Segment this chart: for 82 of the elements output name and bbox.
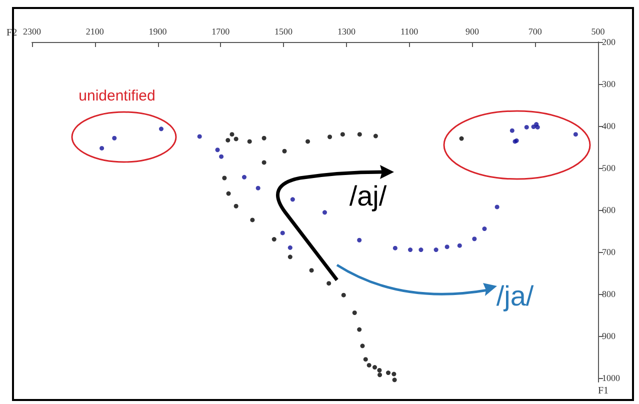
point bbox=[306, 139, 310, 144]
x-tick-label: 900 bbox=[465, 26, 480, 36]
x-tick-label: 700 bbox=[528, 26, 542, 36]
point bbox=[197, 134, 202, 139]
point bbox=[366, 362, 372, 368]
point bbox=[326, 281, 332, 286]
point bbox=[392, 246, 398, 250]
x-tick-label: 1700 bbox=[212, 26, 230, 36]
point bbox=[226, 191, 231, 196]
point bbox=[357, 132, 362, 137]
point bbox=[378, 372, 382, 378]
point bbox=[328, 134, 332, 140]
point bbox=[272, 237, 276, 242]
point bbox=[341, 292, 346, 298]
point bbox=[215, 148, 220, 152]
point bbox=[290, 197, 295, 202]
point bbox=[262, 160, 266, 165]
y-tick-label: 900 bbox=[602, 330, 616, 341]
point bbox=[247, 139, 252, 144]
point bbox=[434, 248, 438, 252]
point bbox=[386, 370, 391, 376]
x-tick-label: 1500 bbox=[274, 26, 294, 36]
y-tick-label: 700 bbox=[602, 246, 616, 257]
point bbox=[524, 124, 529, 130]
point bbox=[357, 327, 362, 332]
x-tick-label: 2100 bbox=[86, 26, 104, 36]
point bbox=[373, 134, 378, 138]
y-tick-label: 400 bbox=[602, 120, 616, 131]
annotation: unidentified bbox=[78, 88, 156, 104]
point bbox=[360, 344, 365, 348]
x-tick-label: 2300 bbox=[23, 26, 42, 36]
point bbox=[392, 372, 396, 376]
annotation: /aj/ bbox=[349, 180, 387, 212]
x-tick-label: 1900 bbox=[148, 26, 168, 36]
point bbox=[352, 310, 357, 315]
point bbox=[357, 238, 362, 242]
point bbox=[288, 245, 292, 250]
point bbox=[219, 154, 224, 159]
y-tick-label: 200 bbox=[602, 37, 616, 47]
point bbox=[535, 124, 540, 130]
point bbox=[459, 136, 464, 141]
point bbox=[363, 357, 368, 362]
point bbox=[573, 132, 578, 137]
point bbox=[494, 204, 500, 210]
x-tick-label: 500 bbox=[591, 26, 606, 36]
point bbox=[322, 210, 327, 215]
point bbox=[158, 126, 164, 132]
point bbox=[510, 128, 514, 133]
point bbox=[309, 268, 314, 273]
point bbox=[372, 365, 377, 370]
x-tick-label: 1300 bbox=[337, 26, 356, 36]
point bbox=[472, 236, 477, 242]
y-tick-label: 300 bbox=[602, 78, 616, 89]
annotation: /ja/ bbox=[496, 280, 534, 312]
point bbox=[280, 230, 285, 236]
point bbox=[457, 243, 462, 248]
point bbox=[234, 136, 238, 142]
point bbox=[222, 176, 227, 180]
point bbox=[282, 148, 287, 154]
point bbox=[230, 132, 234, 137]
point bbox=[408, 248, 413, 252]
y-tick-label: 1000 bbox=[602, 372, 620, 383]
x-tick-label: 1100 bbox=[400, 26, 419, 36]
point bbox=[242, 174, 246, 180]
point bbox=[340, 132, 345, 137]
y-tick-label: 500 bbox=[602, 162, 616, 173]
point bbox=[444, 244, 450, 250]
point bbox=[100, 146, 104, 150]
point bbox=[482, 226, 487, 232]
point bbox=[377, 368, 382, 372]
point bbox=[226, 138, 230, 142]
point bbox=[392, 378, 397, 382]
point bbox=[288, 254, 292, 260]
point bbox=[256, 186, 260, 190]
point bbox=[112, 136, 117, 140]
point bbox=[418, 248, 424, 252]
point bbox=[262, 136, 266, 140]
y-tick-label: 800 bbox=[602, 288, 616, 299]
y-tick-label: 600 bbox=[602, 204, 616, 215]
y-axis-title: F1 bbox=[598, 386, 609, 396]
point bbox=[234, 204, 238, 208]
point bbox=[250, 218, 255, 222]
